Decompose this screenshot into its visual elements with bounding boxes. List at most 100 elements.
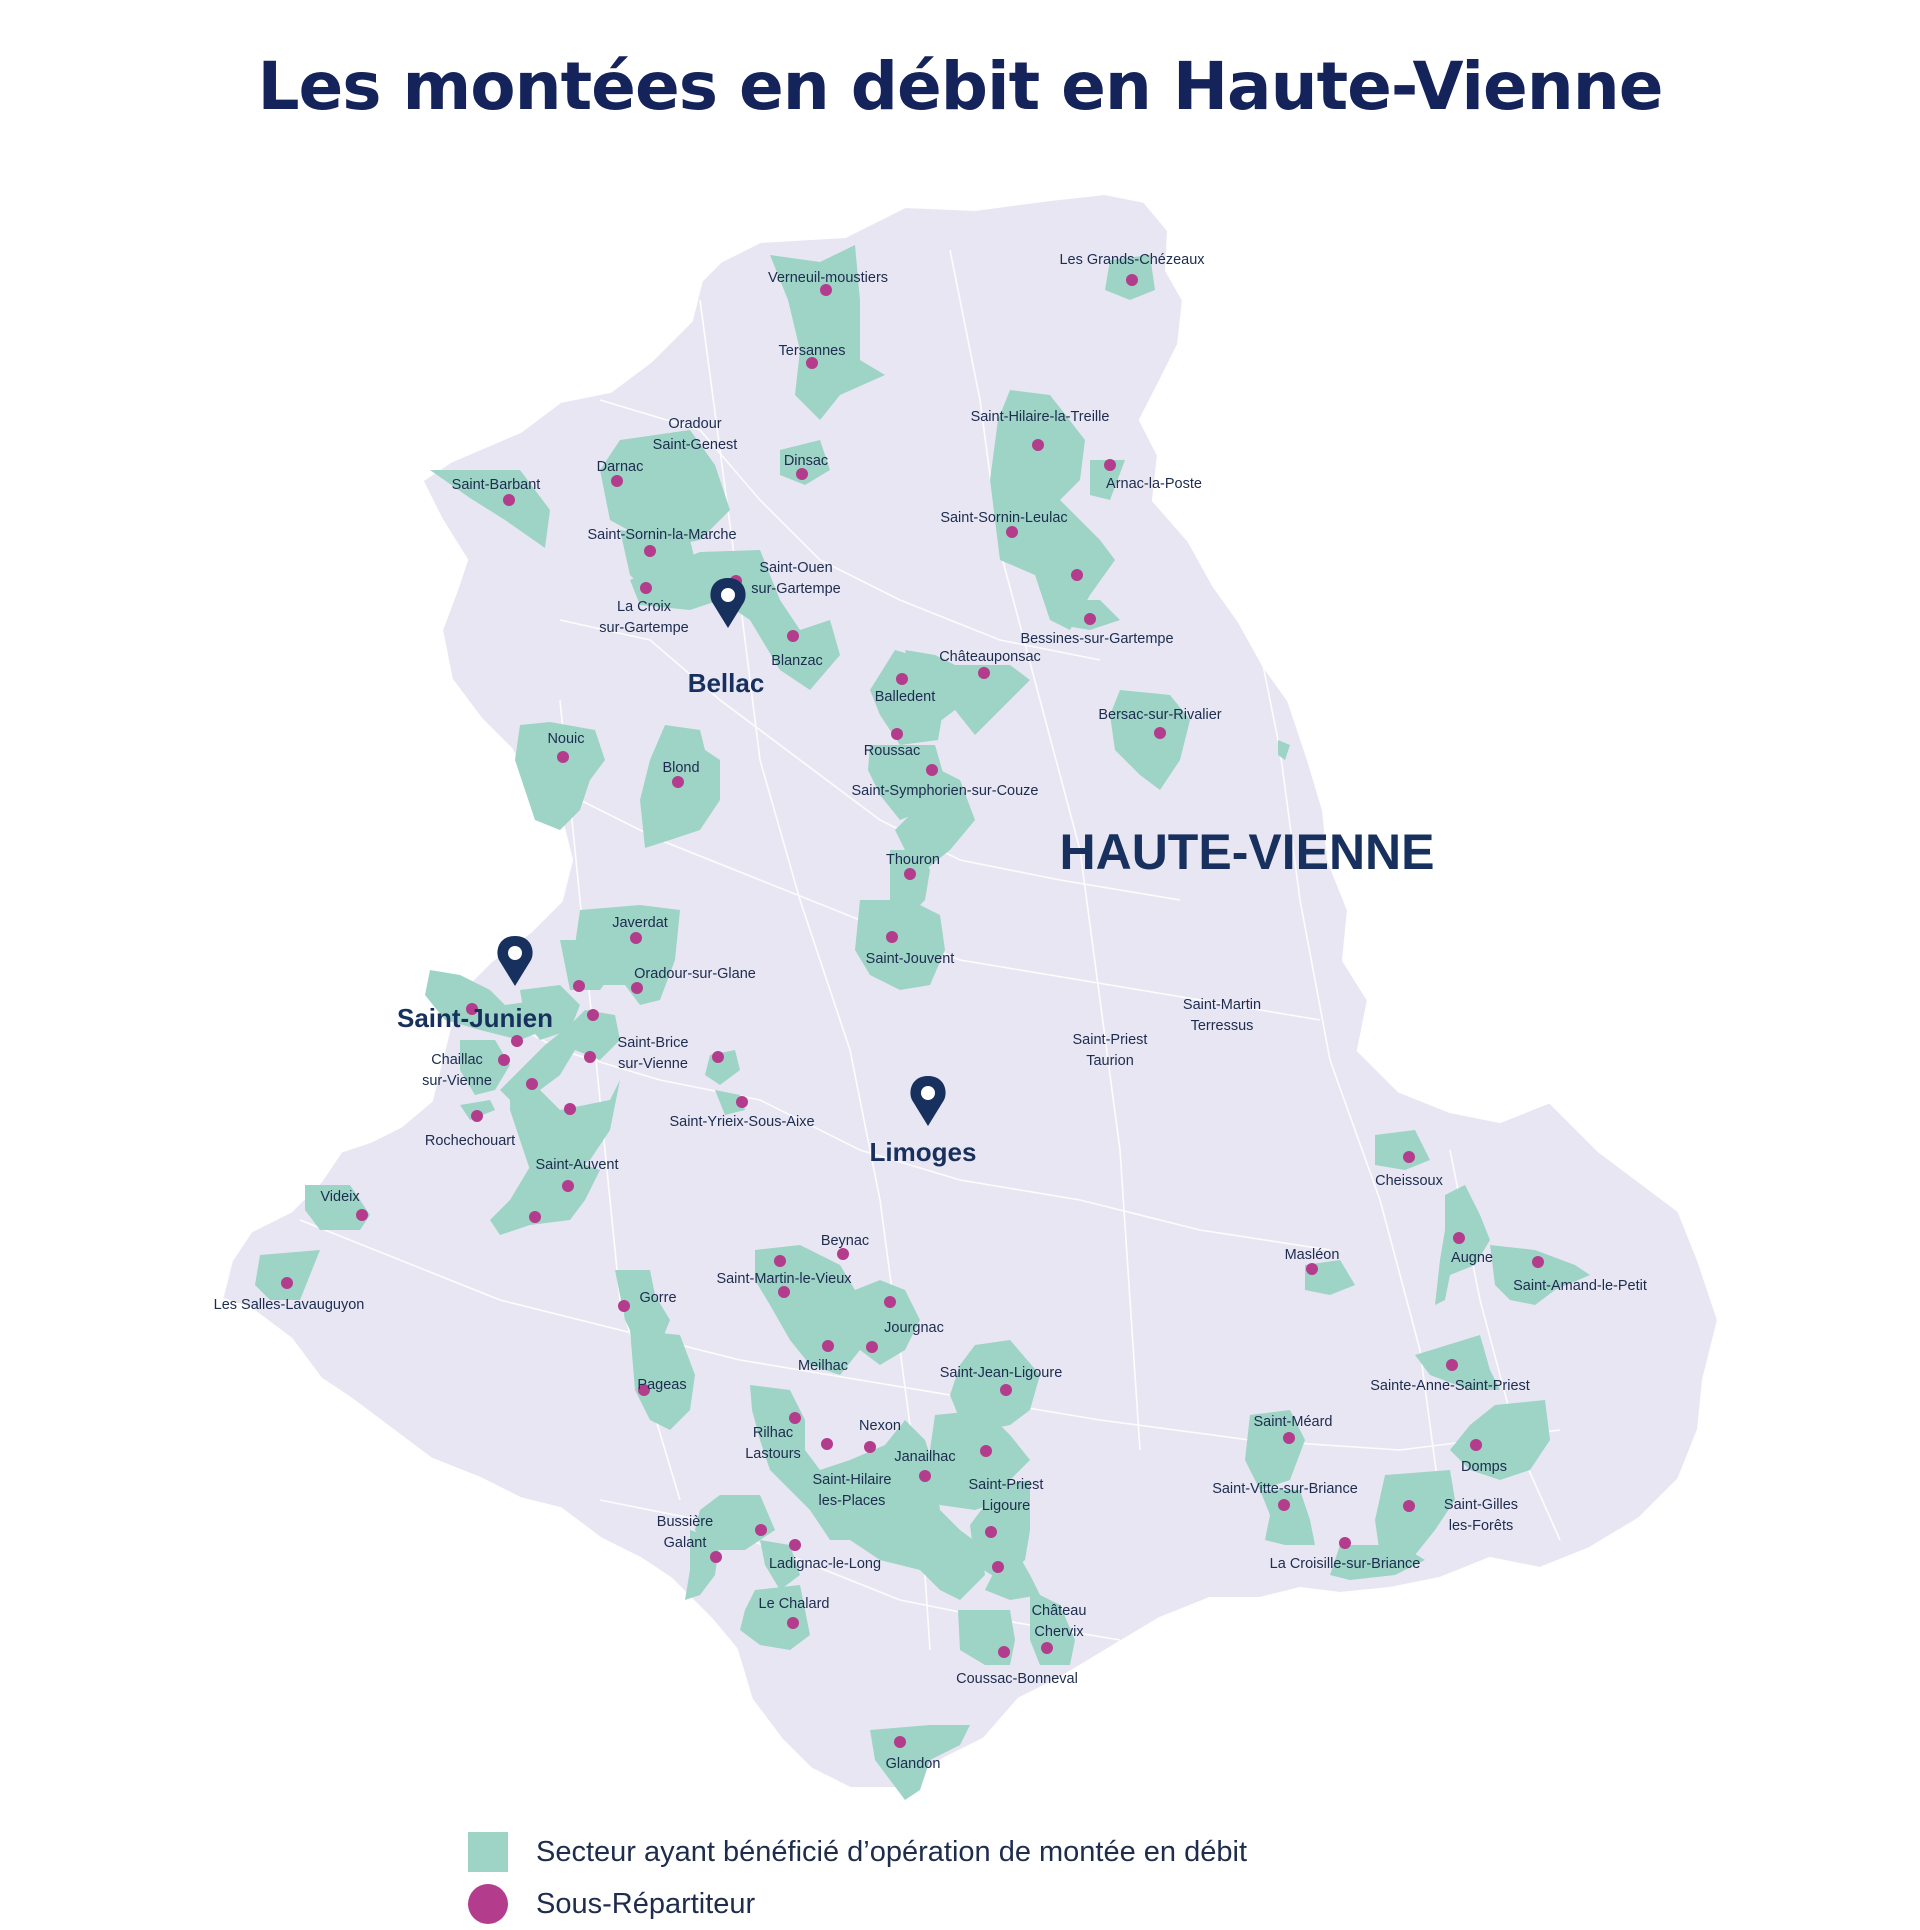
commune-label-augne: Augne bbox=[1451, 1250, 1493, 1266]
sub-distributor-dot bbox=[630, 932, 642, 944]
sub-distributor-dot bbox=[618, 1300, 630, 1312]
sub-distributor-dot bbox=[611, 475, 623, 487]
sub-distributor-dot bbox=[1104, 459, 1116, 471]
commune-label-meilhac: Meilhac bbox=[798, 1358, 848, 1374]
commune-label-st-martin-vieux: Saint-Martin-le-Vieux bbox=[716, 1271, 852, 1287]
sub-distributor-dot bbox=[1006, 526, 1018, 538]
sub-distributor-dot bbox=[573, 980, 585, 992]
sector bbox=[780, 440, 830, 485]
sub-distributor-dot bbox=[1000, 1384, 1012, 1396]
sub-distributor-dot bbox=[820, 284, 832, 296]
sector bbox=[740, 1585, 810, 1650]
commune-label-cheissoux: Cheissoux bbox=[1375, 1173, 1443, 1189]
commune-label-st-sornin-marche: Saint-Sornin-la-Marche bbox=[587, 527, 736, 543]
city-label-saint-junien[interactable]: Saint-Junien bbox=[397, 1003, 553, 1033]
sub-distributor-dot bbox=[1446, 1359, 1458, 1371]
sub-distributor-dot bbox=[466, 1003, 478, 1015]
sub-distributor-dot bbox=[1032, 439, 1044, 451]
sub-distributor-dot bbox=[1306, 1263, 1318, 1275]
legend-sub-distributor-label: Sous-Répartiteur bbox=[536, 1887, 756, 1920]
commune-label-st-martin-terressus: Saint-Martin Terressus bbox=[1183, 997, 1261, 1034]
sub-distributor-dot bbox=[822, 1340, 834, 1352]
bellac-pin-icon[interactable] bbox=[710, 578, 746, 628]
commune-label-st-meard: Saint-Méard bbox=[1254, 1414, 1333, 1430]
sub-distributor-dot bbox=[471, 1110, 483, 1122]
sector bbox=[1245, 1410, 1305, 1490]
sector bbox=[305, 1185, 370, 1230]
commune-label-st-ouen: Saint-Ouen sur-Gartempe bbox=[751, 560, 840, 597]
commune-label-gorre: Gorre bbox=[639, 1290, 676, 1306]
sector bbox=[685, 1530, 720, 1600]
commune-label-pageas: Pageas bbox=[637, 1377, 686, 1393]
sub-distributor-dot bbox=[638, 1384, 650, 1396]
commune-label-nexon: Nexon bbox=[859, 1418, 901, 1434]
legend-item-sub-distributor: Sous-Répartiteur bbox=[468, 1878, 1468, 1930]
commune-label-chateauponsac: Châteauponsac bbox=[939, 649, 1041, 665]
commune-label-st-auvent: Saint-Auvent bbox=[535, 1157, 618, 1173]
sector bbox=[1110, 690, 1190, 790]
commune-label-dinsac: Dinsac bbox=[784, 453, 828, 469]
legend: Secteur ayant bénéficié d’opération de m… bbox=[468, 1826, 1468, 1930]
sector bbox=[1330, 1545, 1425, 1580]
sub-distributor-dot bbox=[884, 1296, 896, 1308]
sector bbox=[1260, 1490, 1315, 1545]
sub-distributor-dot bbox=[356, 1209, 368, 1221]
commune-label-rochechouart: Rochechouart bbox=[425, 1133, 515, 1149]
sub-distributor-dot bbox=[864, 1441, 876, 1453]
commune-label-arnac: Arnac-la-Poste bbox=[1106, 476, 1202, 492]
sector bbox=[855, 900, 945, 990]
sub-distributor-dot bbox=[1532, 1256, 1544, 1268]
sub-distributor-dot bbox=[1403, 1500, 1415, 1512]
sub-distributor-dot bbox=[584, 1051, 596, 1063]
sub-distributor-dot bbox=[992, 1561, 1004, 1573]
sub-distributor-dot bbox=[787, 630, 799, 642]
commune-label-thouron: Thouron bbox=[886, 852, 940, 868]
commune-label-darnac: Darnac bbox=[597, 459, 644, 475]
sub-distributor-dot bbox=[503, 494, 515, 506]
sector bbox=[630, 1330, 695, 1430]
sector bbox=[460, 1100, 495, 1120]
sub-distributor-dot bbox=[1154, 727, 1166, 739]
sub-distributor-dot bbox=[998, 1646, 1010, 1658]
sector bbox=[870, 650, 945, 745]
sector bbox=[895, 760, 975, 870]
saint-junien-pin-icon[interactable] bbox=[497, 936, 533, 986]
sub-distributor-dot bbox=[787, 1617, 799, 1629]
sub-distributor-dot bbox=[498, 1054, 510, 1066]
city-label-bellac[interactable]: Bellac bbox=[688, 668, 765, 698]
sub-distributor-dot bbox=[281, 1277, 293, 1289]
sub-distributor-dot bbox=[1071, 569, 1083, 581]
sub-distributor-dot bbox=[755, 1524, 767, 1536]
sub-distributor-dot bbox=[529, 1211, 541, 1223]
commune-label-chateau-chervix: Château Chervix bbox=[1032, 1603, 1087, 1640]
commune-label-beynac: Beynac bbox=[821, 1233, 869, 1249]
sub-distributor-dot bbox=[891, 728, 903, 740]
commune-label-glandon: Glandon bbox=[886, 1756, 941, 1772]
sub-distributor-dot bbox=[789, 1412, 801, 1424]
sub-distributors bbox=[281, 274, 1544, 1748]
limoges-pin-icon[interactable] bbox=[910, 1076, 946, 1126]
sub-distributor-dot bbox=[564, 1103, 576, 1115]
sub-distributor-dot bbox=[511, 1035, 523, 1047]
sub-distributor-dot bbox=[1278, 1499, 1290, 1511]
commune-label-st-jouvent: Saint-Jouvent bbox=[866, 951, 955, 967]
sector bbox=[990, 390, 1115, 630]
commune-label-saint-barbant: Saint-Barbant bbox=[452, 477, 541, 493]
sector bbox=[515, 722, 605, 830]
commune-label-st-vitte: Saint-Vitte-sur-Briance bbox=[1212, 1481, 1358, 1497]
sub-distributor-dot bbox=[821, 1438, 833, 1450]
sub-distributor-dot bbox=[774, 1255, 786, 1267]
commune-label-grands-chezeaux: Les Grands-Chézeaux bbox=[1059, 252, 1205, 268]
commune-label-janailhac: Janailhac bbox=[894, 1449, 955, 1465]
commune-label-st-priest-ligoure: Saint-Priest Ligoure bbox=[969, 1477, 1044, 1514]
sub-distributor-dot bbox=[1084, 613, 1096, 625]
sub-distributor-dot bbox=[710, 1551, 722, 1563]
sub-distributor-dot bbox=[1470, 1439, 1482, 1451]
sub-distributor-dot bbox=[980, 1445, 992, 1457]
sub-distributor-dot bbox=[886, 931, 898, 943]
sub-distributor-dot bbox=[672, 776, 684, 788]
sub-distributor-dot bbox=[526, 1078, 538, 1090]
city-label-limoges[interactable]: Limoges bbox=[870, 1137, 977, 1167]
sub-distributor-dot bbox=[919, 1470, 931, 1482]
